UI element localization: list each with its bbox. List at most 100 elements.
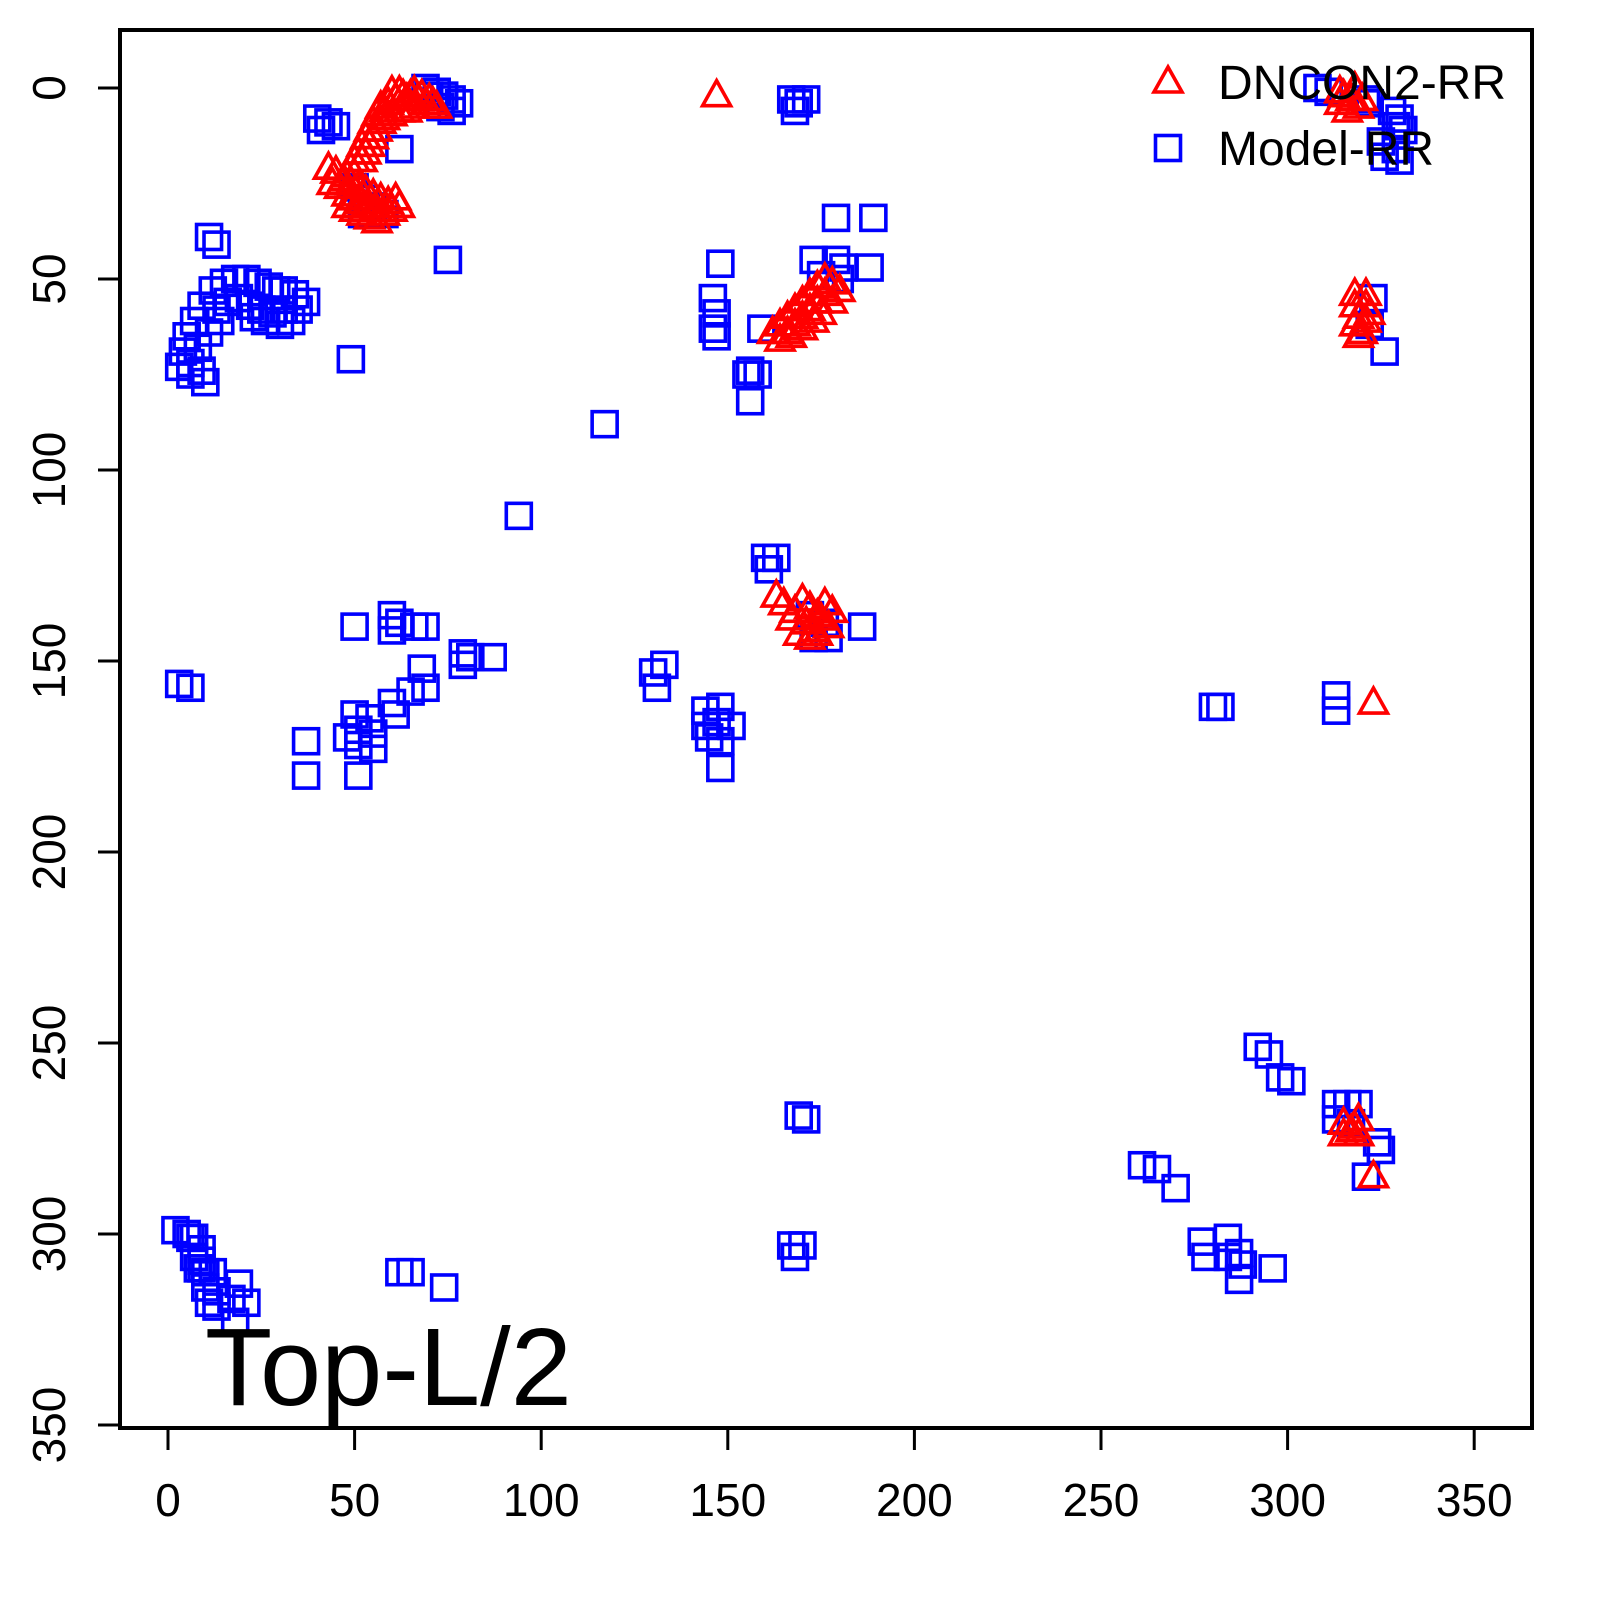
series-model-rr (161, 73, 1418, 1337)
x-tick-label: 250 (1063, 1474, 1140, 1526)
data-point-square (1224, 1265, 1254, 1295)
data-point-square (698, 283, 728, 313)
data-point-triangle (777, 306, 813, 337)
data-point-square (780, 1242, 810, 1272)
data-point-square (336, 344, 366, 374)
data-point-square (791, 85, 821, 114)
data-point-triangle (330, 187, 365, 219)
data-point-square (1191, 1242, 1220, 1272)
data-point-square (172, 1219, 201, 1249)
data-point-square (1161, 1173, 1190, 1203)
x-tick-label: 50 (329, 1474, 380, 1526)
y-tick-label: 200 (23, 814, 75, 891)
data-point-triangle (344, 195, 380, 226)
data-points-layer (161, 69, 1418, 1337)
data-point-square (291, 761, 321, 790)
data-point-square (183, 333, 213, 363)
data-point-square (1277, 1066, 1306, 1096)
data-point-square (1127, 1150, 1157, 1180)
data-point-square (754, 555, 784, 584)
y-tick-label: 150 (23, 623, 75, 700)
data-point-square (590, 409, 619, 439)
data-point-square (1206, 692, 1235, 722)
data-point-triangle (1356, 1158, 1391, 1189)
data-point-triangle (1352, 294, 1387, 326)
data-point-square (717, 711, 746, 741)
data-point-triangle (367, 99, 402, 131)
data-point-triangle (785, 581, 820, 612)
y-tick-label: 0 (23, 75, 75, 101)
data-point-square (411, 673, 440, 703)
data-point-square (217, 1284, 246, 1314)
data-point-square (202, 1292, 231, 1321)
data-point-square (504, 501, 534, 531)
data-point-square (411, 612, 440, 641)
data-point-square (433, 245, 463, 275)
data-point-square (194, 222, 224, 252)
data-point-square (176, 673, 205, 703)
data-point-triangle (382, 92, 417, 123)
data-point-square (1381, 111, 1411, 141)
data-point-triangle (762, 321, 798, 352)
y-tick-label: 300 (23, 1196, 75, 1273)
data-point-square (429, 1273, 459, 1302)
data-point-square (291, 726, 321, 756)
data-point-triangle (796, 302, 831, 333)
data-point-square (735, 386, 765, 416)
data-point-triangle (419, 88, 454, 119)
data-point-square (340, 612, 369, 641)
data-point-square (344, 761, 373, 790)
data-point-square (1142, 1154, 1172, 1184)
data-point-triangle (311, 149, 346, 181)
legend-label-dncon2-rr: DNCON2-RR (1218, 57, 1506, 110)
y-axis-ticks: 0 50 100 150 200 250 300 350 (23, 75, 120, 1463)
data-point-square (321, 111, 351, 141)
plot-border (118, 28, 1534, 1430)
data-point-square (448, 650, 478, 680)
data-point-square (855, 253, 884, 282)
data-point-square (377, 616, 407, 645)
data-point-square (314, 108, 343, 137)
data-point-square (1370, 142, 1399, 172)
data-point-square (340, 700, 369, 729)
data-point-square (791, 1105, 821, 1134)
x-tick-label: 300 (1249, 1474, 1326, 1526)
data-point-square (698, 314, 728, 343)
data-point-square (1385, 146, 1414, 175)
data-point-triangle (699, 76, 734, 108)
data-point-triangle (774, 317, 809, 349)
data-point-triangle (1356, 684, 1391, 715)
data-point-square (194, 1288, 224, 1318)
data-point-triangle (1341, 317, 1376, 349)
data-point-triangle (1330, 92, 1365, 123)
data-point-square (306, 115, 336, 145)
data-point-square (706, 753, 735, 783)
data-point-triangle (374, 191, 409, 223)
data-point-triangle (1337, 1108, 1372, 1139)
x-tick-label: 150 (689, 1474, 766, 1526)
legend: DNCON2-RR Model-RR (1150, 57, 1506, 176)
data-point-square (642, 673, 672, 703)
data-point-square (291, 287, 321, 317)
data-point-square (455, 642, 485, 672)
data-point-triangle (800, 615, 835, 647)
data-point-square (784, 88, 814, 118)
data-point-square (187, 356, 216, 385)
data-point-square (1321, 681, 1351, 710)
data-point-square (821, 203, 851, 233)
data-point-triangle (337, 191, 372, 223)
data-point-triangle (412, 80, 447, 112)
annotation-top-l2: Top-L/2 (205, 1306, 572, 1429)
data-point-square (239, 302, 269, 332)
data-point-square (220, 1307, 250, 1337)
data-point-triangle (774, 600, 809, 631)
data-point-square (1366, 127, 1396, 156)
data-point-square (859, 203, 888, 233)
data-point-square (1228, 1250, 1258, 1279)
y-tick-label: 100 (23, 432, 75, 509)
x-axis-ticks: 0 50 100 150 200 250 300 350 (155, 1428, 1513, 1526)
data-point-triangle (397, 88, 432, 119)
data-point-square (702, 707, 731, 737)
x-tick-label: 0 (155, 1474, 181, 1526)
